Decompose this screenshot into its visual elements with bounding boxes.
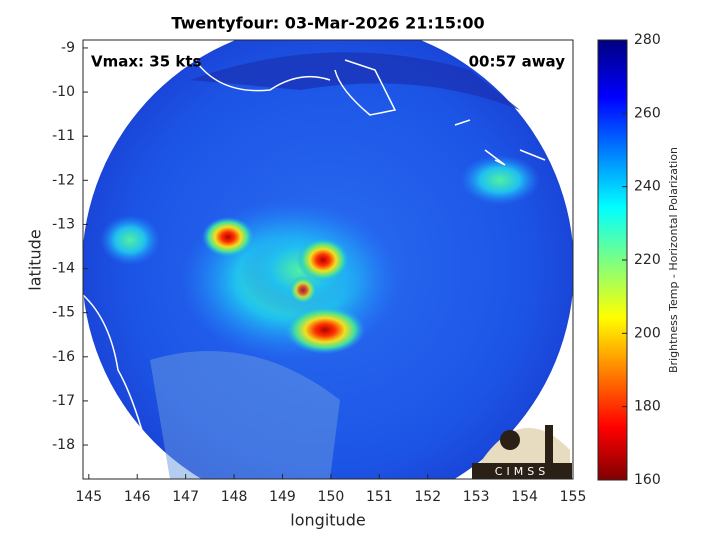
colorbar-tick-label: 160 — [634, 472, 661, 488]
logo-text: CIMSS — [495, 465, 549, 478]
colorbar-tick-label: 260 — [634, 105, 661, 121]
x-tick-label: 154 — [511, 489, 538, 505]
x-tick-label: 151 — [366, 489, 393, 505]
annotation: 00:57 away — [469, 53, 566, 71]
x-tick-label: 148 — [221, 489, 248, 505]
y-tick-label: -11 — [52, 128, 75, 144]
x-axis-label: longitude — [290, 511, 365, 530]
x-tick-label: 152 — [414, 489, 441, 505]
colorbar-tick-label: 200 — [634, 325, 661, 341]
y-tick-label: -15 — [52, 305, 75, 321]
y-tick-label: -17 — [52, 393, 75, 409]
x-tick-label: 149 — [269, 489, 296, 505]
y-tick-label: -12 — [52, 172, 75, 188]
logo: CIMSS — [472, 425, 572, 479]
x-tick-label: 155 — [560, 489, 587, 505]
y-tick-label: -18 — [52, 437, 75, 453]
colorbar-tick-label: 280 — [634, 32, 661, 48]
annotation: Vmax: 35 kts — [91, 53, 201, 71]
y-tick-label: -13 — [52, 216, 75, 232]
y-tick-label: -14 — [52, 261, 75, 277]
x-tick-label: 150 — [318, 489, 345, 505]
colorbar-label: Brightness Temp - Horizontal Polarizatio… — [667, 147, 680, 373]
x-tick-label: 145 — [75, 489, 102, 505]
axes-box — [82, 39, 574, 480]
x-tick-label: 146 — [124, 489, 151, 505]
colorbar-tick-label: 220 — [634, 252, 661, 268]
colorbar-tick-label: 180 — [634, 399, 661, 415]
y-axis-label: latitude — [26, 229, 45, 290]
y-tick-label: -16 — [52, 349, 75, 365]
y-tick-label: -9 — [61, 40, 75, 56]
satellite-swath — [83, 40, 573, 479]
y-tick-label: -10 — [52, 84, 75, 100]
x-tick-label: 147 — [172, 489, 199, 505]
chart-title: Twentyfour: 03-Mar-2026 21:15:00 — [171, 14, 484, 33]
colorbar-tick-label: 240 — [634, 179, 661, 195]
x-tick-label: 153 — [463, 489, 490, 505]
